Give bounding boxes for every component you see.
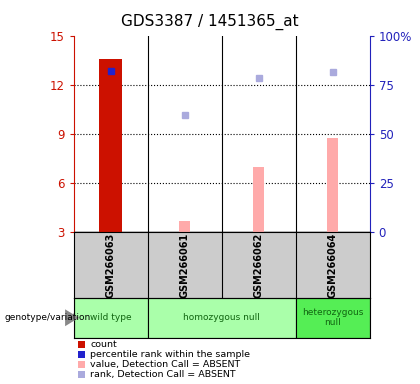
Bar [253, 167, 264, 232]
Text: genotype/variation: genotype/variation [4, 313, 90, 322]
Text: GSM266061: GSM266061 [179, 232, 189, 298]
Text: count: count [90, 340, 117, 349]
Text: GSM266064: GSM266064 [328, 232, 338, 298]
Text: rank, Detection Call = ABSENT: rank, Detection Call = ABSENT [90, 370, 236, 379]
Bar [179, 221, 190, 232]
Polygon shape [65, 310, 79, 326]
Bar [147, 298, 296, 338]
Text: GSM266063: GSM266063 [105, 232, 116, 298]
Bar [327, 138, 338, 232]
Text: GDS3387 / 1451365_at: GDS3387 / 1451365_at [121, 13, 299, 30]
Text: GSM266062: GSM266062 [254, 232, 264, 298]
Text: wild type: wild type [90, 313, 131, 322]
Text: value, Detection Call = ABSENT: value, Detection Call = ABSENT [90, 360, 241, 369]
Bar [296, 298, 370, 338]
Text: heterozygous
null: heterozygous null [302, 308, 363, 328]
Text: homozygous null: homozygous null [183, 313, 260, 322]
Text: percentile rank within the sample: percentile rank within the sample [90, 350, 250, 359]
Bar [74, 298, 147, 338]
Bar [99, 60, 122, 232]
